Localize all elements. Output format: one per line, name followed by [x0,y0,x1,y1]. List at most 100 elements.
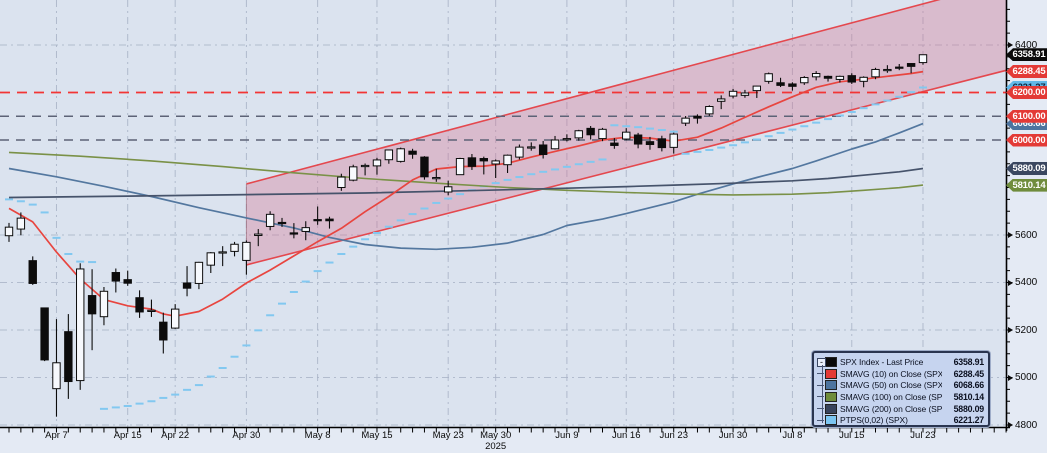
x-axis-label: Jul 8 [782,430,803,441]
moving-averages-layer [8,70,924,318]
candle-body [159,321,168,341]
axis-arrow-icon [1008,422,1013,428]
price-badge-smavg-10[interactable]: 6288.45 [1006,64,1047,78]
candle-body [420,156,429,178]
candle-body [562,138,572,141]
candle-body [337,176,346,189]
candle-body [835,75,845,80]
candle-body [728,90,738,97]
candle-body [182,282,192,289]
candle-body [906,63,916,67]
legend-row-smavg-50[interactable]: SMAVG (50) on Close (SPX) 6068.66 [817,379,984,391]
candle-body [455,158,465,176]
price-badge-level-6100[interactable]: 6100.00 [1006,109,1047,123]
legend-row-smavg-100[interactable]: SMAVG (100) on Close (SPX) 5810.14 [817,391,984,403]
spx-last-price-swatch-icon [825,356,837,367]
candle-body [527,146,536,149]
candle-body [76,268,85,382]
x-axis-label: Jun 16 [611,430,641,441]
candle-body [598,128,607,140]
candle-body [123,279,132,284]
price-badge-last-price[interactable]: 6358.91 [1006,48,1047,62]
candle-body [194,261,204,284]
price-badge-level-6200[interactable]: 6200.00 [1006,86,1047,99]
candle-body [40,307,49,361]
x-axis-label: Jun 9 [555,430,579,441]
candle-body [550,139,560,150]
ptps-swatch-icon [825,415,837,426]
candle-body [705,106,714,115]
candle-body [242,241,251,261]
legend-tree-stub [817,396,824,398]
candle-body [289,232,299,235]
candle-body [633,134,643,145]
candle-body [717,98,726,102]
candle-body [918,54,928,64]
legend-label: SPX Index - Last Price [840,356,924,367]
candle-body [301,227,310,232]
candle-body [776,82,785,86]
axis-arrow-icon [1008,279,1013,286]
legend-value: 6068.66 [953,380,985,391]
candle-body [147,309,156,312]
y-axis-label: 4800 [1008,419,1037,431]
candle-body [396,148,405,162]
candle-body [895,66,904,69]
candle-body [515,146,524,158]
smavg-10-swatch-icon [825,368,837,379]
legend-value: 6288.45 [953,368,985,379]
candle-body [360,164,370,168]
candle-body [467,157,477,167]
candle-body [752,85,762,92]
smavg-100-swatch-icon [825,391,837,402]
candle-body [503,154,512,166]
smavg-200-swatch-icon [825,403,837,414]
x-axis-label: Jun 30 [718,430,748,441]
legend-label: SMAVG (100) on Close (SPX) [840,391,942,402]
legend-collapse-icon[interactable]: - [817,358,826,367]
legend-tree-stub [817,384,824,386]
candle-body [111,272,121,282]
x-axis-label: May 15 [361,430,393,441]
candle-body [432,177,441,180]
candle-body [871,68,880,78]
smavg-200-line [8,167,924,199]
candle-body [170,308,180,329]
candle-body [847,75,856,83]
candle-body [443,186,453,193]
year-label: 2025 [485,441,507,452]
axis-arrow-icon [1008,327,1013,333]
price-badge-smavg-200[interactable]: 5880.09 [1006,161,1047,175]
y-axis-label: 5200 [1008,324,1037,336]
x-axis-label: May 8 [304,430,331,441]
legend-label: SMAVG (200) on Close (SPX) [840,403,942,414]
candle-body [52,362,61,390]
price-badge-smavg-100[interactable]: 5810.14 [1006,178,1047,192]
candle-body [491,160,500,165]
candle-body [313,219,322,222]
legend-row-spx-last-price[interactable]: SPX Index - Last Price 6358.91 [817,356,984,368]
candles-layer [4,54,928,417]
legend-row-smavg-200[interactable]: SMAVG (200) on Close (SPX) 5880.09 [817,403,984,415]
candle-body [135,297,144,313]
candle-body [657,138,667,149]
x-axis-label: Jul 23 [910,430,936,441]
legend-row-ptps[interactable]: PTPS(0,02) (SPX) 6221.27 [817,414,984,426]
candle-body [218,251,227,254]
candle-body [254,233,263,236]
x-axis-label: Jun 23 [659,430,688,441]
candle-body [669,133,678,148]
price-badge-level-6000[interactable]: 6000.00 [1006,133,1047,147]
legend-panel[interactable]: - SPX Index - Last Price 6358.91 SMAVG (10… [812,351,990,427]
axis-arrow-icon [1008,42,1013,48]
legend-tree-rail [822,365,823,423]
candle-body [823,75,833,79]
candle-body [408,150,417,155]
candle-body [265,213,275,227]
legend-row-smavg-10[interactable]: SMAVG (10) on Close (SPX) 6288.45 [817,368,984,380]
candle-body [788,83,797,87]
y-axis-label: 5000 [1008,372,1037,384]
candle-body [693,115,702,119]
candle-body [87,295,97,315]
